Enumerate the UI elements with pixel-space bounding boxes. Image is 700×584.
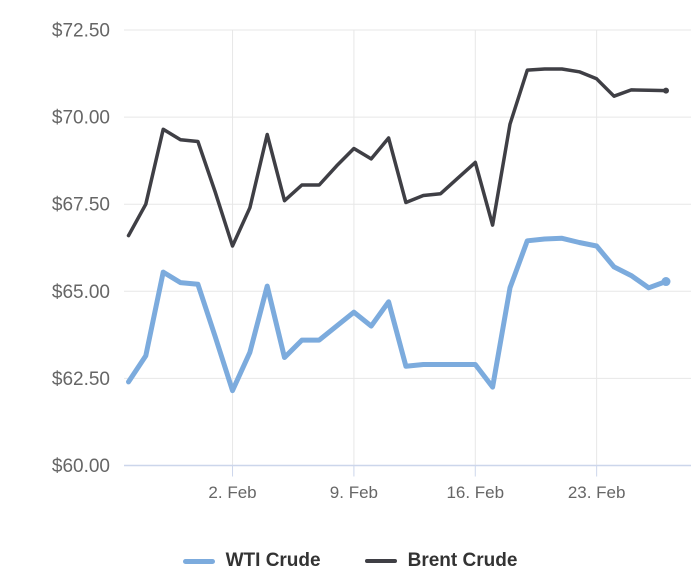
y-axis-label: $72.50	[52, 21, 110, 42]
series-line-wti-crude	[126, 235, 669, 394]
legend-item-wti[interactable]: WTI Crude	[182, 550, 321, 572]
series-end-marker	[663, 87, 669, 94]
y-axis-label: $67.50	[52, 195, 110, 216]
y-axis-label: $60.00	[52, 456, 110, 477]
x-axis-label: 2. Feb	[208, 483, 256, 502]
wti-line-marker-icon	[182, 558, 215, 564]
x-axis-label: 16. Feb	[446, 483, 504, 502]
legend-label-brent: Brent Crude	[407, 550, 518, 571]
chart-svg: $72.50 $70.00 $67.50 $65.00 $62.50 $60.00 2. F…	[52, 21, 691, 502]
y-axis-label: $70.00	[52, 108, 110, 129]
series-line-brent-crude	[126, 67, 668, 248]
legend-label-wti: WTI Crude	[225, 550, 321, 571]
y-axis-label: $65.00	[52, 282, 110, 303]
x-axis-label: 9. Feb	[330, 483, 378, 502]
brent-line-marker-icon	[364, 559, 397, 563]
x-axis-label: 23. Feb	[568, 483, 626, 502]
chart-legend: WTI Crude Brent Crude	[0, 550, 700, 572]
y-axis-label: $62.50	[52, 369, 110, 390]
legend-item-brent[interactable]: Brent Crude	[364, 550, 518, 572]
series-end-marker	[661, 277, 671, 287]
